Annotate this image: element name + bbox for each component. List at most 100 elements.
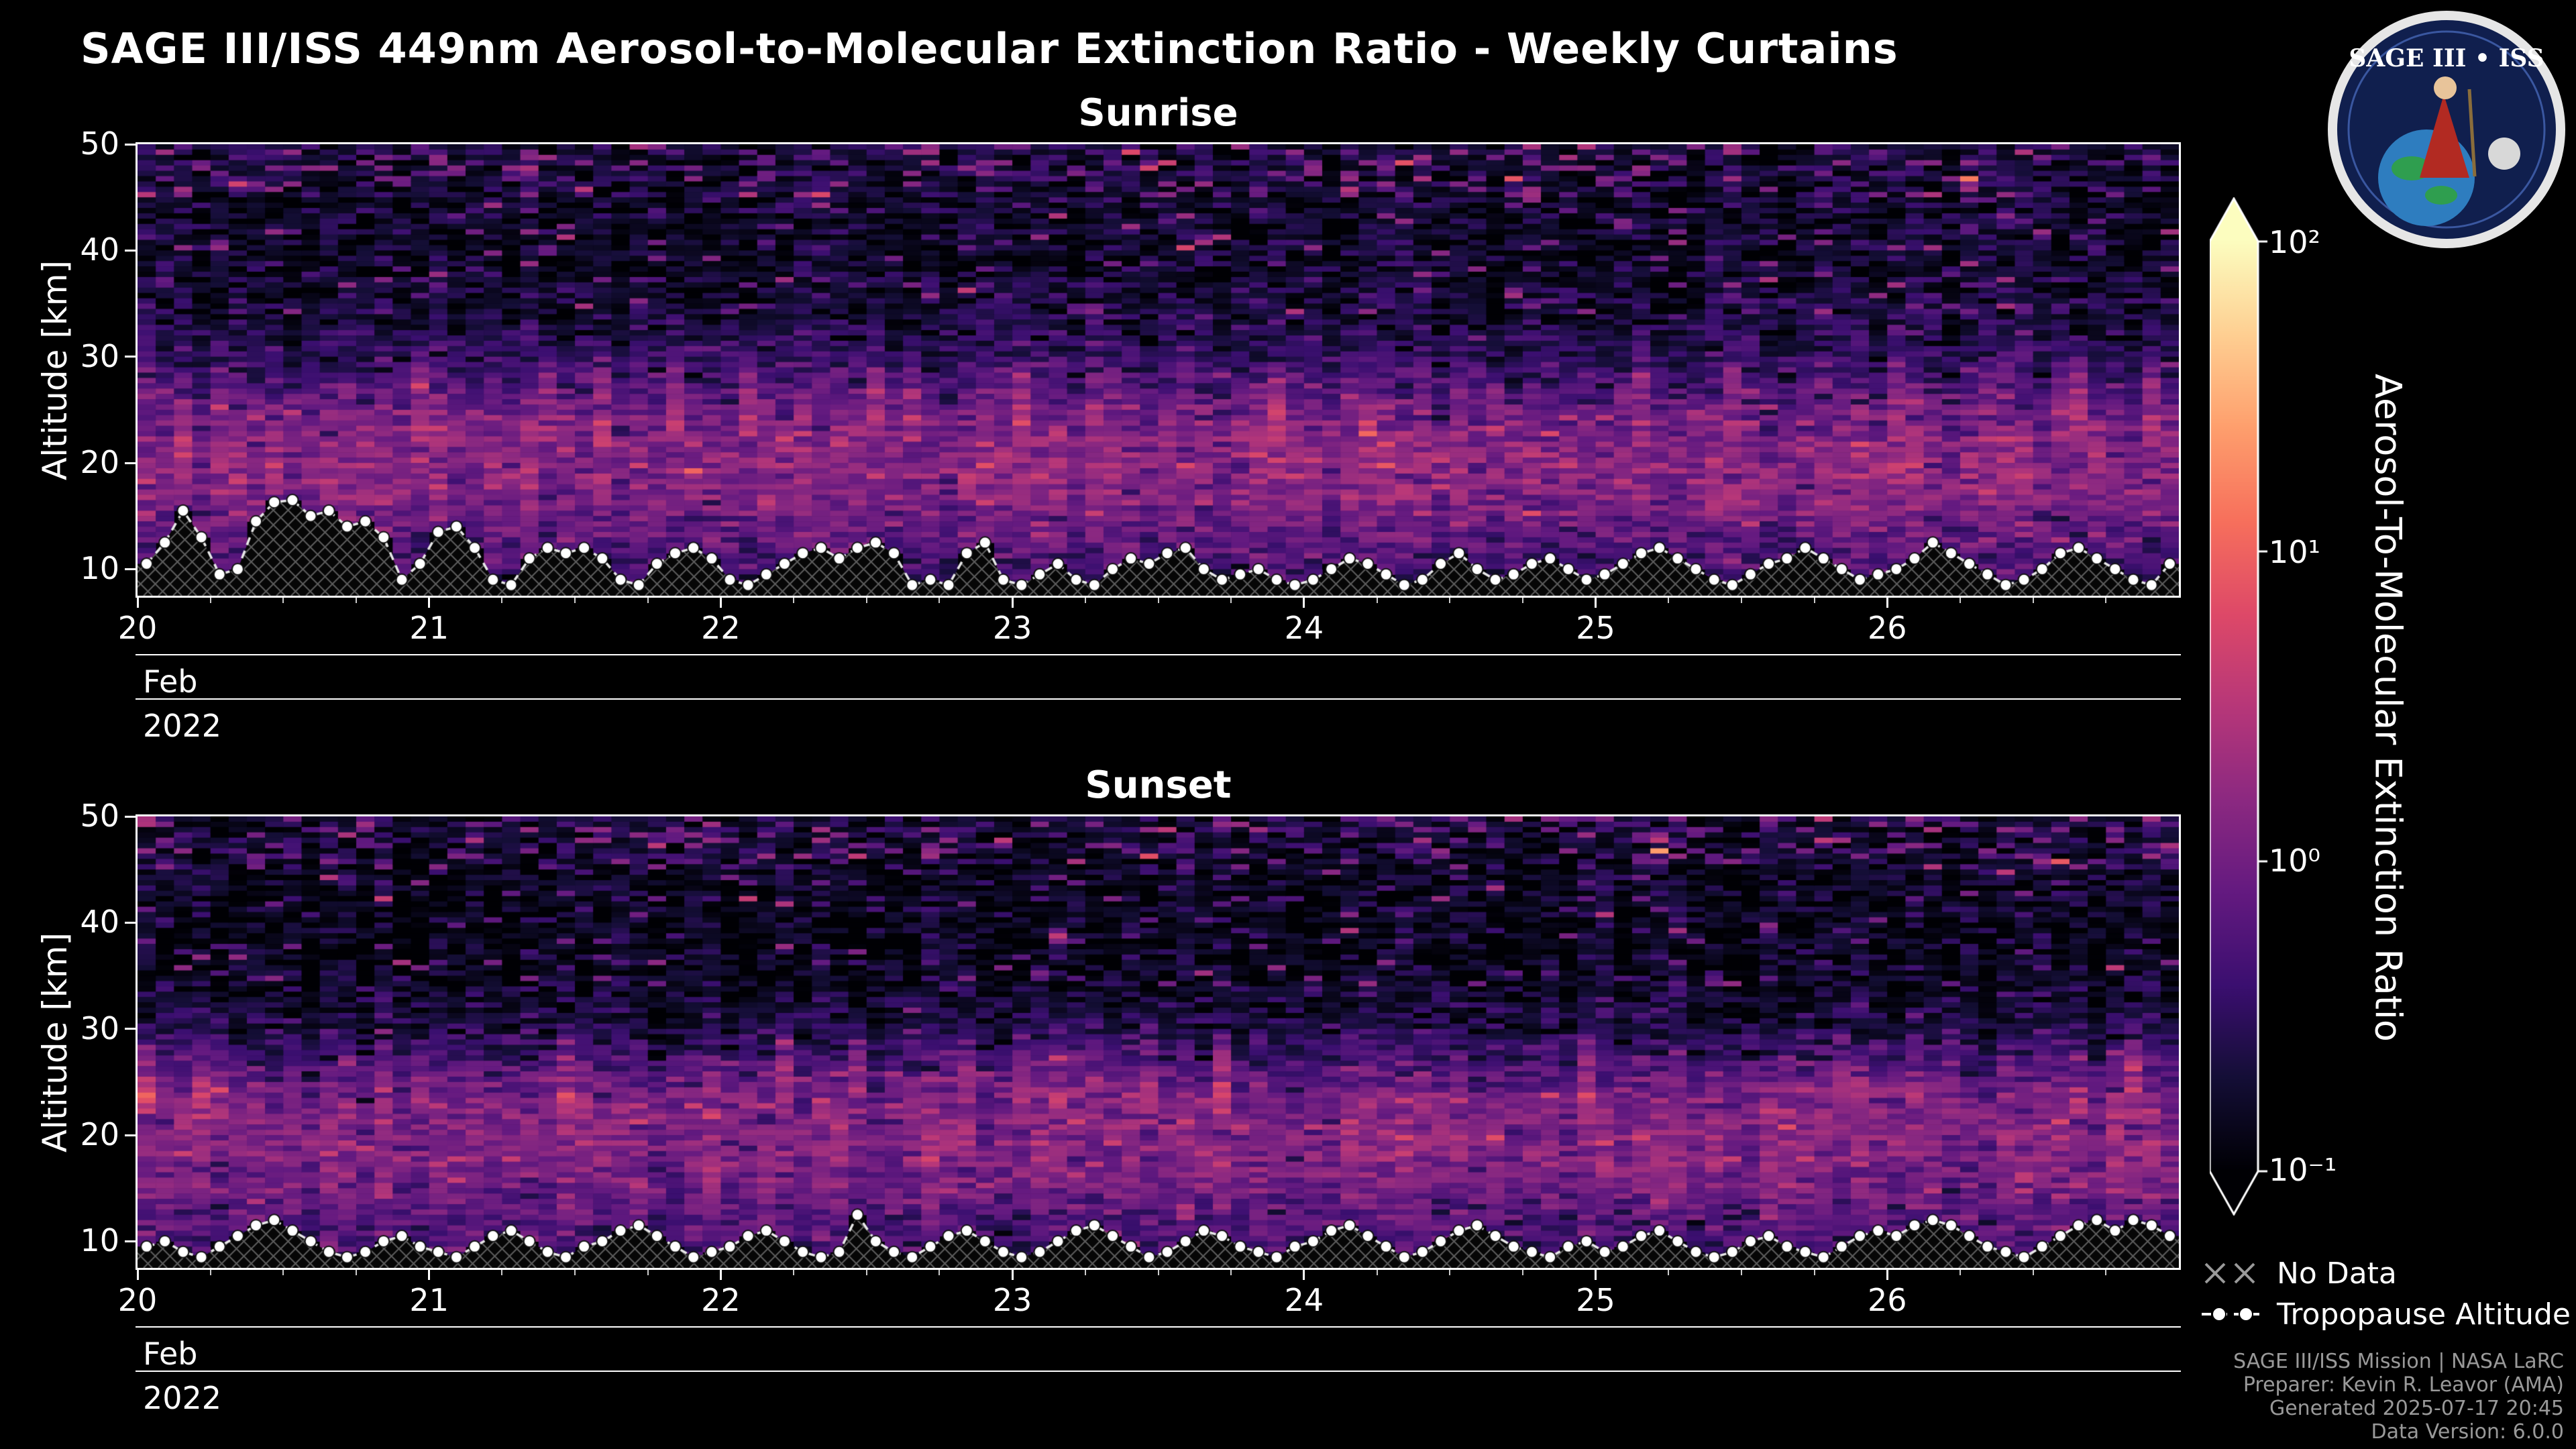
x-tick-label: 23 xyxy=(992,1282,1032,1318)
x-minor-tick-mark xyxy=(1230,1270,1232,1275)
x-minor-tick-mark xyxy=(1521,1270,1523,1275)
x-tick-label: 20 xyxy=(117,1282,158,1318)
x-minor-tick-mark xyxy=(647,1270,649,1275)
y-tick-label: 40 xyxy=(80,904,119,941)
x-tick-mark xyxy=(719,1270,722,1280)
y-tick-label: 50 xyxy=(80,125,119,162)
x-tick-label: 21 xyxy=(409,1282,449,1318)
y-tick-label: 30 xyxy=(80,1010,119,1046)
footer-generated-line: Generated 2025-07-17 20:45 xyxy=(2269,1397,2564,1420)
x-month-label: Feb xyxy=(143,663,198,700)
footer-mission-line: SAGE III/ISS Mission | NASA LaRC xyxy=(2233,1350,2564,1373)
x-tick-label: 24 xyxy=(1284,1282,1324,1318)
x-minor-tick-mark xyxy=(1740,1270,1742,1275)
x-minor-tick-mark xyxy=(1813,1270,1815,1275)
x-minor-tick-mark xyxy=(793,598,795,603)
x-minor-tick-mark xyxy=(938,1270,941,1275)
y-tick-mark xyxy=(125,249,136,252)
x-tick-mark xyxy=(428,1270,431,1280)
x-tick-mark xyxy=(1011,1270,1014,1280)
y-tick-label: 20 xyxy=(80,444,119,481)
y-tick-label: 10 xyxy=(80,1222,119,1259)
legend-no-data: No Data xyxy=(2200,1256,2397,1291)
x-tick-label: 23 xyxy=(992,610,1032,646)
colorbar-axis-label: Aerosol-To-Molecular Extinction Ratio xyxy=(2367,374,2410,1042)
x-minor-tick-mark xyxy=(282,598,284,603)
x-minor-tick-mark xyxy=(2105,1270,2107,1275)
y-tick-label: 30 xyxy=(80,337,119,374)
colorbar-tick-0p1: 10⁻¹ xyxy=(2269,1152,2337,1188)
x-minor-tick-mark xyxy=(1668,598,1670,603)
y-tick-label: 20 xyxy=(80,1116,119,1153)
x-minor-tick-mark xyxy=(1813,598,1815,603)
colorbar-tick-10: 10¹ xyxy=(2269,534,2320,570)
x-minor-tick-mark xyxy=(1084,1270,1086,1275)
x-minor-tick-mark xyxy=(1084,598,1086,603)
x-minor-tick-mark xyxy=(209,1270,211,1275)
logo-moon-icon xyxy=(2488,138,2520,170)
x-tick-label: 22 xyxy=(701,610,741,646)
x-minor-tick-mark xyxy=(1376,1270,1378,1275)
y-tick-mark xyxy=(125,1028,136,1030)
page-title: SAGE III/ISS 449nm Aerosol-to-Molecular … xyxy=(80,24,1898,73)
footer-version-line: Data Version: 6.0.0 xyxy=(2371,1420,2564,1444)
x-tick-mark xyxy=(1303,1270,1305,1280)
x-tick-label: 21 xyxy=(409,610,449,646)
logo-title: SAGE III • ISS xyxy=(2349,44,2544,72)
y-tick-mark xyxy=(125,356,136,358)
x-axis-separator xyxy=(136,1326,2181,1328)
y-tick-mark xyxy=(125,1240,136,1242)
no-data-hatch-icon xyxy=(2204,1263,2255,1284)
x-year-label: 2022 xyxy=(143,1380,222,1416)
x-minor-tick-mark xyxy=(282,1270,284,1275)
x-tick-mark xyxy=(1303,598,1305,608)
x-minor-tick-mark xyxy=(1959,1270,1961,1275)
footer-preparer-line: Preparer: Kevin R. Leavor (AMA) xyxy=(2243,1373,2564,1397)
sunrise-curtain-canvas xyxy=(138,144,2179,596)
y-tick-mark xyxy=(125,921,136,924)
sunset-title: Sunset xyxy=(1085,763,1232,807)
x-minor-tick-mark xyxy=(865,1270,867,1275)
x-minor-tick-mark xyxy=(1668,1270,1670,1275)
x-minor-tick-mark xyxy=(2032,598,2034,603)
y-tick-mark xyxy=(125,815,136,818)
x-tick-label: 24 xyxy=(1284,610,1324,646)
x-minor-tick-mark xyxy=(938,598,941,603)
x-minor-tick-mark xyxy=(2105,598,2107,603)
x-minor-tick-mark xyxy=(501,598,503,603)
x-minor-tick-mark xyxy=(574,1270,576,1275)
x-tick-label: 26 xyxy=(1868,1282,1907,1318)
x-tick-mark xyxy=(1011,598,1014,608)
x-minor-tick-mark xyxy=(2032,1270,2034,1275)
x-minor-tick-mark xyxy=(501,1270,503,1275)
x-axis-separator xyxy=(136,654,2181,655)
x-minor-tick-mark xyxy=(209,598,211,603)
x-tick-mark xyxy=(719,598,722,608)
sunrise-title: Sunrise xyxy=(1078,91,1238,135)
x-tick-label: 22 xyxy=(701,1282,741,1318)
x-minor-tick-mark xyxy=(1230,598,1232,603)
x-minor-tick-mark xyxy=(1449,1270,1451,1275)
x-minor-tick-mark xyxy=(1157,1270,1159,1275)
x-axis-separator xyxy=(136,698,2181,700)
colorbar xyxy=(2210,197,2271,1216)
y-tick-mark xyxy=(125,143,136,146)
y-tick-label: 10 xyxy=(80,550,119,587)
x-minor-tick-mark xyxy=(865,598,867,603)
x-minor-tick-mark xyxy=(356,1270,358,1275)
x-minor-tick-mark xyxy=(1521,598,1523,603)
sunset-curtain-canvas xyxy=(138,816,2179,1268)
x-minor-tick-mark xyxy=(1376,598,1378,603)
x-tick-mark xyxy=(1595,1270,1597,1280)
x-minor-tick-mark xyxy=(574,598,576,603)
colorbar-tick-1: 10⁰ xyxy=(2269,843,2320,879)
x-minor-tick-mark xyxy=(647,598,649,603)
x-tick-mark xyxy=(136,598,139,608)
y-tick-mark xyxy=(125,1134,136,1136)
x-tick-mark xyxy=(1886,598,1888,608)
x-tick-mark xyxy=(1886,1270,1888,1280)
no-data-label: No Data xyxy=(2277,1256,2397,1291)
x-tick-mark xyxy=(1595,598,1597,608)
x-minor-tick-mark xyxy=(1157,598,1159,603)
x-tick-label: 25 xyxy=(1576,1282,1615,1318)
